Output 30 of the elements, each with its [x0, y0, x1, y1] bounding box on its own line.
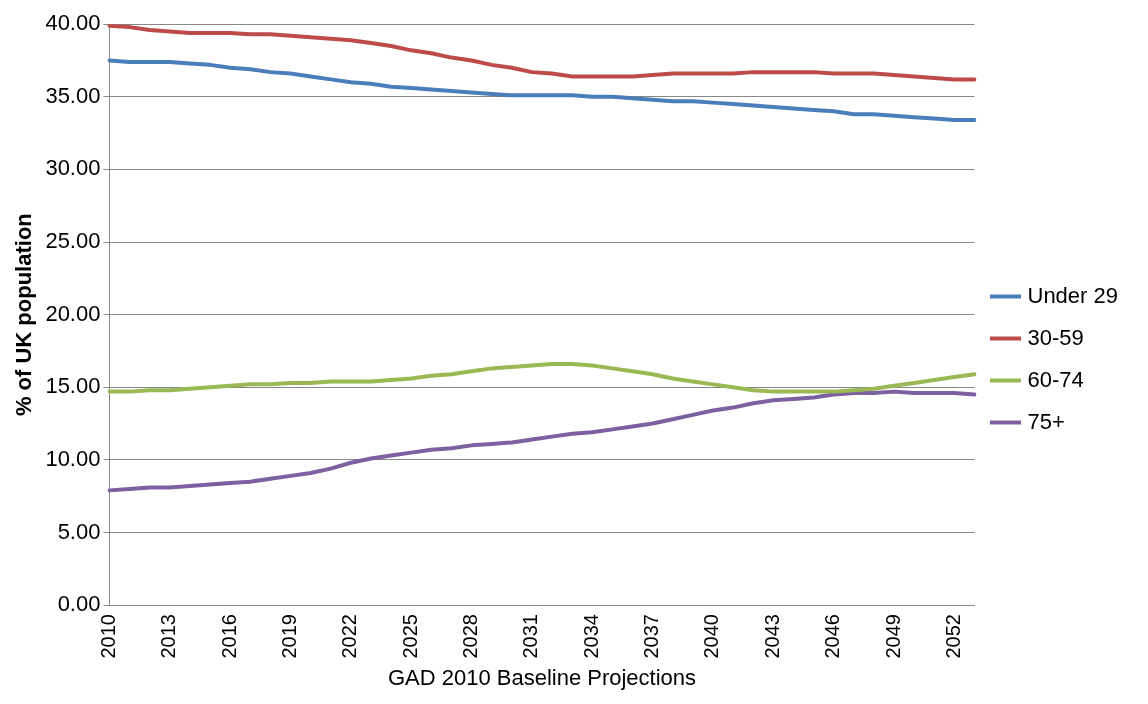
legend-label: 30-59: [1027, 324, 1084, 350]
y-tick-label: 30.00: [45, 155, 101, 181]
x-axis-title: GAD 2010 Baseline Projections: [387, 664, 697, 690]
y-tick-label: 40.00: [45, 10, 101, 36]
x-tick-label: 2052: [941, 614, 964, 659]
y-tick-label: 25.00: [45, 228, 101, 254]
x-tick-label: 2040: [700, 614, 723, 659]
legend-label: 75+: [1027, 408, 1065, 434]
x-tick-label: 2016: [217, 614, 240, 659]
y-tick-label: 15.00: [45, 373, 101, 399]
legend-label: Under 29: [1027, 282, 1119, 308]
x-tick-label: 2034: [579, 614, 602, 659]
y-axis-title: % of UK population: [11, 213, 37, 417]
x-tick-label: 2025: [398, 614, 421, 659]
y-tick-label: 20.00: [45, 300, 101, 326]
x-tick-label: 2013: [157, 614, 180, 659]
x-tick-label: 2037: [640, 614, 663, 659]
x-tick-label: 2049: [881, 614, 904, 659]
x-tick-label: 2028: [459, 614, 482, 659]
x-tick-label: 2019: [278, 614, 301, 659]
x-tick-label: 2022: [338, 614, 361, 659]
x-tick-label: 2010: [96, 614, 119, 659]
x-tick-label: 2043: [760, 614, 783, 659]
y-tick-label: 0.00: [57, 591, 101, 617]
y-tick-label: 10.00: [45, 445, 101, 471]
y-tick-label: 35.00: [45, 82, 101, 108]
legend-label: 60-74: [1027, 366, 1084, 392]
x-tick-label: 2031: [519, 614, 542, 659]
y-tick-label: 5.00: [57, 518, 101, 544]
x-tick-label: 2046: [821, 614, 844, 659]
